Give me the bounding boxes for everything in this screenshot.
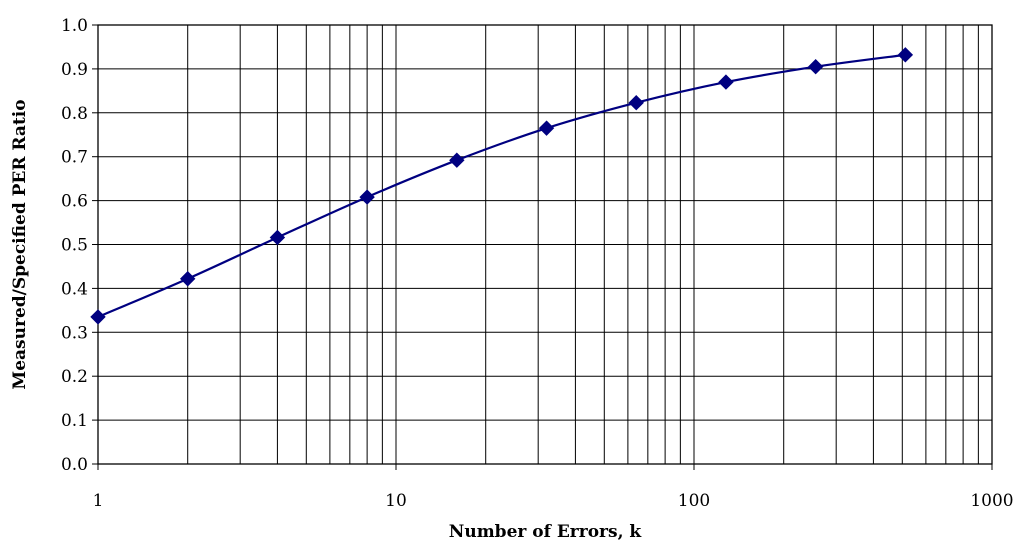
data-point-marker [90, 309, 106, 325]
y-tick-label: 0.4 [61, 279, 88, 299]
data-point-marker [718, 74, 734, 90]
series-line-0 [97, 53, 906, 318]
y-tick-label: 0.3 [61, 323, 88, 343]
y-tick-label: 0.6 [61, 192, 88, 212]
x-tick-label: 1 [93, 491, 104, 511]
axis-ticks [92, 24, 993, 470]
x-axis-title: Number of Errors, k [449, 522, 643, 542]
y-tick-label: 0.0 [61, 455, 88, 475]
data-point-marker [807, 58, 824, 75]
x-tick-label: 10 [385, 491, 407, 511]
data-point-marker [359, 189, 375, 205]
y-tick-label: 0.8 [61, 104, 88, 124]
data-point-marker [269, 229, 286, 246]
y-tick-label: 0.1 [61, 411, 88, 431]
y-axis-title: Measured/Specified PER Ratio [10, 99, 30, 389]
x-tick-label: 1000 [970, 491, 1013, 511]
tick-labels: 0.0 0.1 0.2 0.3 0.4 0.5 0.6 0.7 0.8 0.9 1.0 1 10 100 1… [61, 16, 1014, 511]
data-point-marker [628, 94, 644, 111]
y-tick-label: 0.7 [61, 148, 88, 168]
y-tick-label: 0.2 [61, 367, 88, 387]
y-tick-label: 1.0 [61, 16, 88, 36]
data-point-marker [179, 271, 196, 287]
data-point-marker [449, 152, 465, 168]
y-tick-label: 0.5 [61, 236, 88, 256]
data-point-marker [538, 120, 555, 136]
series-layer [90, 47, 914, 325]
data-point-marker [897, 47, 914, 63]
x-tick-label: 100 [678, 491, 710, 511]
y-tick-label: 0.9 [61, 60, 88, 80]
